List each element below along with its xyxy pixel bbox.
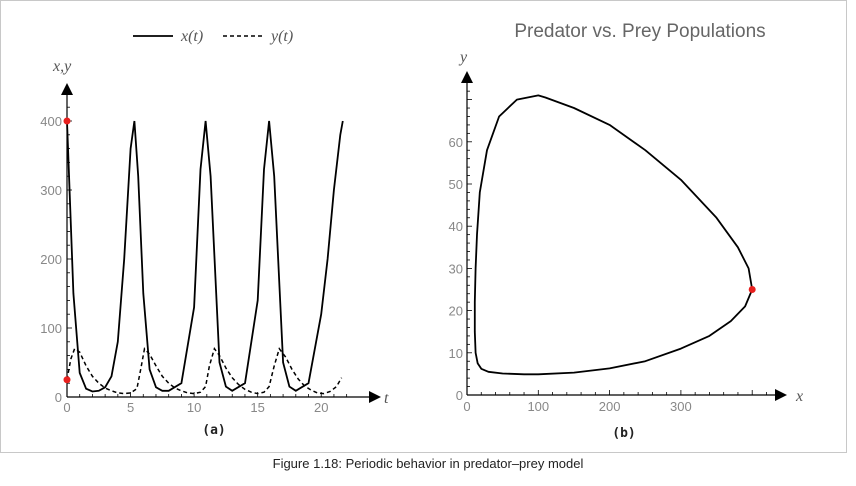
tick-label-a-x: 15	[250, 400, 264, 415]
tick-label-a-x: 10	[187, 400, 201, 415]
tick-label-b-y: 40	[449, 219, 463, 234]
tick-label-b-x: 0	[463, 399, 470, 414]
figure-panel: 0 5 10 15 20 0 100 200 300 400 t x,y x(t) y(t) (a) 0 10…	[0, 0, 847, 453]
tick-label-a-y: 200	[40, 252, 62, 267]
tick-label-a-y: 100	[40, 321, 62, 336]
tick-label-b-x: 100	[527, 399, 549, 414]
axis-label-xy: x,y	[52, 58, 72, 75]
chart-title-b: Predator vs. Prey Populations	[514, 21, 765, 42]
tick-label-b-y: 20	[449, 304, 463, 319]
tick-label-b-y: 30	[449, 261, 463, 276]
axis-label-y: y	[458, 49, 468, 66]
axis-b-x-arrow	[775, 389, 787, 401]
axis-a-x-arrow	[369, 391, 381, 403]
marker-b	[748, 286, 756, 293]
legend-label-y: y(t)	[269, 28, 293, 45]
tick-label-b-y: 0	[456, 388, 463, 403]
tick-label-b-x: 200	[599, 399, 621, 414]
series-x-line	[66, 120, 344, 393]
legend-a: x(t) y(t)	[133, 28, 293, 45]
tick-label-b-y: 10	[449, 346, 463, 361]
tick-label-b-y: 60	[449, 135, 463, 150]
panel-label-a: (a)	[202, 423, 225, 438]
panel-label-b: (b)	[612, 426, 635, 441]
marker-a	[63, 117, 71, 125]
tick-label-a-x: 0	[63, 400, 70, 415]
tick-label-a-x: 20	[314, 400, 328, 415]
tick-label-a-y: 400	[40, 114, 62, 129]
axis-b-y-arrow	[461, 71, 473, 83]
tick-label-b-y: 50	[449, 177, 463, 192]
tick-label-a-x: 5	[127, 400, 134, 415]
figure-caption: Figure 1.18: Periodic behavior in predat…	[272, 456, 584, 471]
axis-label-x: x	[795, 388, 803, 405]
legend-label-x: x(t)	[180, 28, 203, 45]
tick-label-b-x: 300	[670, 399, 692, 414]
tick-label-a-y: 0	[55, 390, 62, 405]
plot-b: 0 100 200 300 0 10 20 30 40 50 60 x y Predator vs. Pr…	[449, 21, 804, 441]
marker-a	[63, 376, 71, 384]
series-orbit-line	[473, 94, 754, 376]
series-y-line	[66, 347, 343, 395]
tick-label-a-y: 300	[40, 183, 62, 198]
axis-label-t: t	[384, 390, 389, 407]
axis-a-y-arrow	[61, 83, 73, 95]
